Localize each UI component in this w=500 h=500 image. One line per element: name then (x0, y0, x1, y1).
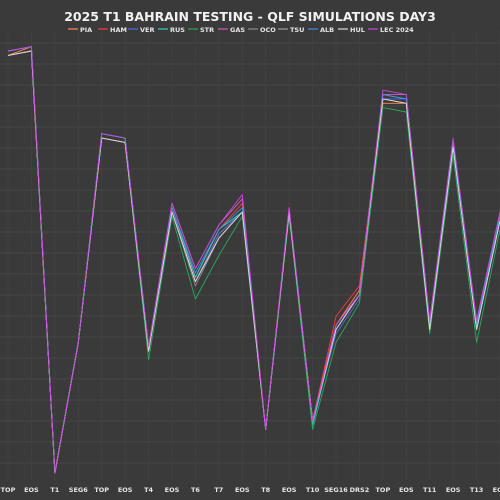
x-tick-label: T4 (144, 486, 153, 494)
x-tick-label: EOS (165, 486, 180, 494)
legend-label: VER (140, 26, 154, 34)
legend-label: STR (200, 26, 214, 34)
legend-label: RUS (170, 26, 185, 34)
x-tick-label: EOS (118, 486, 133, 494)
legend-label: OCO (260, 26, 276, 34)
x-tick-label: EOS (282, 486, 297, 494)
x-tick-label: SEG6 (69, 486, 88, 494)
x-tick-label: T11 (423, 486, 437, 494)
x-tick-label: DRS2 (350, 486, 370, 494)
x-tick-label: T1 (50, 486, 59, 494)
grid (0, 30, 500, 480)
series-line (7, 46, 500, 474)
legend-label: PIA (80, 26, 92, 34)
x-tick-label: T8 (261, 486, 270, 494)
x-tick-label: T10 (306, 486, 320, 494)
chart-title: 2025 T1 BAHRAIN TESTING - QLF SIMULATION… (64, 9, 436, 24)
legend-label: GAS (230, 26, 245, 34)
x-tick-label: TOP (375, 486, 390, 494)
x-tick-label: T13 (470, 486, 483, 494)
x-tick-label: EOS (493, 486, 500, 494)
x-tick-label: EOS (235, 486, 250, 494)
legend-label: ALB (320, 26, 334, 34)
x-tick-label: T7 (214, 486, 223, 494)
legend-label: TSU (290, 26, 304, 34)
legend-label: HAM (110, 26, 127, 34)
x-tick-label: TOP (1, 486, 16, 494)
x-tick-label: SEG16 (324, 486, 348, 494)
x-tick-label: EOS (24, 486, 39, 494)
series-lines (7, 46, 500, 474)
x-tick-label: EOS (399, 486, 414, 494)
x-tick-label: TOP (94, 486, 109, 494)
x-tick-label: T6 (191, 486, 200, 494)
x-tick-labels: TOP EOS T1 SEG6 TOP EOS T4 EOS T6 T7 EOS T8 EOS T10 SE… (1, 486, 500, 494)
legend-label: HUL (350, 26, 365, 34)
x-tick-label: EOS (446, 486, 461, 494)
legend: PIA HAM VER RUS STR GAS OCO TSU ALB HUL LEC 2024 (68, 26, 414, 34)
legend-label: LEC 2024 (380, 26, 414, 34)
